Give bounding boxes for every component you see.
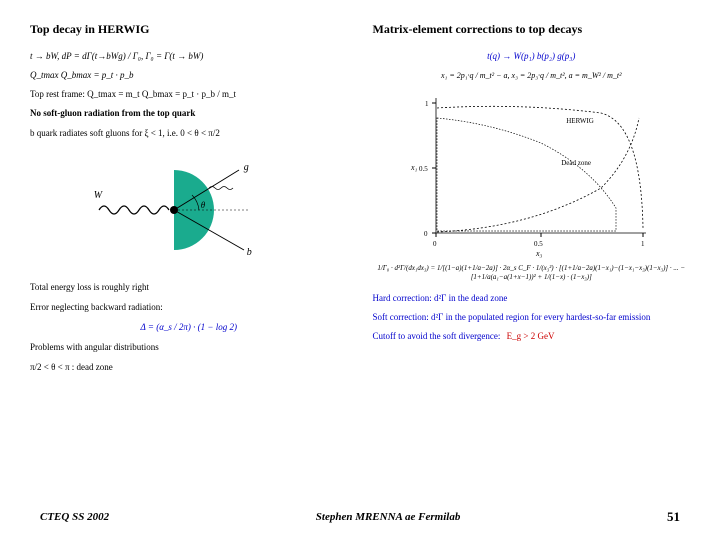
problems-angular: Problems with angular distributions xyxy=(30,340,348,354)
hard-corr-text: Hard correction: d²Γ in the dead zone xyxy=(373,293,508,303)
svg-text:0.5: 0.5 xyxy=(419,165,428,173)
label-W: W xyxy=(94,188,102,204)
feynman-diagram: W g b θ xyxy=(89,150,289,270)
soft-corr-text: Soft correction: d²Γ in the populated re… xyxy=(373,312,651,322)
hard-correction: Hard correction: d²Γ in the dead zone xyxy=(373,291,691,305)
error-backward: Error neglecting backward radiation: xyxy=(30,300,348,314)
right-column: Matrix-element corrections to top decays… xyxy=(373,20,691,379)
left-column: Top decay in HERWIG t → bW, dP = dΓ(t→bW… xyxy=(30,20,348,379)
svg-text:0.5: 0.5 xyxy=(534,240,543,248)
rest-frame-line: Top rest frame: Q_tmax = m_t Q_bmax = p_… xyxy=(30,87,348,101)
svg-text:0: 0 xyxy=(433,240,437,248)
slide-content: Top decay in HERWIG t → bW, dP = dΓ(t→bW… xyxy=(0,0,720,429)
cutoff-value: E_g > 2 GeV xyxy=(507,331,555,341)
svg-text:x₁: x₁ xyxy=(410,163,418,172)
right-title: Matrix-element corrections to top decays xyxy=(373,20,691,39)
soft-correction: Soft correction: d²Γ in the populated re… xyxy=(373,310,691,324)
svg-text:1: 1 xyxy=(425,100,429,108)
dead-zone-label: Dead zone xyxy=(561,158,591,169)
footer-center: Stephen MRENNA ae Fermilab xyxy=(316,511,461,523)
slide-footer: CTEQ SS 2002 Stephen MRENNA ae Fermilab … xyxy=(0,509,720,525)
left-title: Top decay in HERWIG xyxy=(30,20,348,39)
herwig-label: HERWIG xyxy=(566,116,594,127)
footer-page: 51 xyxy=(667,509,680,525)
svg-text:0: 0 xyxy=(424,230,428,238)
deadzone-range: π/2 < θ < π : dead zone xyxy=(30,362,113,372)
svg-text:1: 1 xyxy=(641,240,645,248)
eq-x-defs: x₁ = 2p₁·q / m_t² − a, x₃ = 2p₃·q / m_t²… xyxy=(373,70,691,83)
footer-left: CTEQ SS 2002 xyxy=(40,511,109,523)
eq-decay: t → bW, dP = dΓ(t→bWg) / Γ₀, Γ₀ = Γ(t → … xyxy=(30,49,348,63)
b-radiates: b quark radiates soft gluons for ξ < 1, … xyxy=(30,126,348,140)
dead-zone-line: π/2 < θ < π : dead zone xyxy=(30,360,348,374)
label-g: g xyxy=(244,160,249,176)
eq-differential: 1/Γ₀ · d²Γ/(dx₁dx₃) = 1/[(1−a)(1+1/a−2a)… xyxy=(373,264,691,282)
label-theta: θ xyxy=(201,198,205,212)
cutoff-line: Cutoff to avoid the soft divergence: E_g… xyxy=(373,329,691,343)
svg-text:x₃: x₃ xyxy=(535,249,543,258)
eq-qmax: Q_tmax Q_bmax = p_t · p_b xyxy=(30,68,348,82)
energy-loss: Total energy loss is roughly right xyxy=(30,280,348,294)
label-b: b xyxy=(247,245,252,261)
phase-space-plot: 0 0.5 1 0 0.5 1 x₃ x₁ HERWIG Dead xyxy=(401,88,661,258)
no-soft-gluon: No soft-gluon radiation from the top qua… xyxy=(30,106,348,120)
eq-delta: Δ = (α_s / 2π) · (1 − log 2) xyxy=(30,320,348,334)
eq-process: t(q) → W(p₁) b(p₂) g(p₃) xyxy=(373,49,691,63)
cutoff-text: Cutoff to avoid the soft divergence: xyxy=(373,331,501,341)
